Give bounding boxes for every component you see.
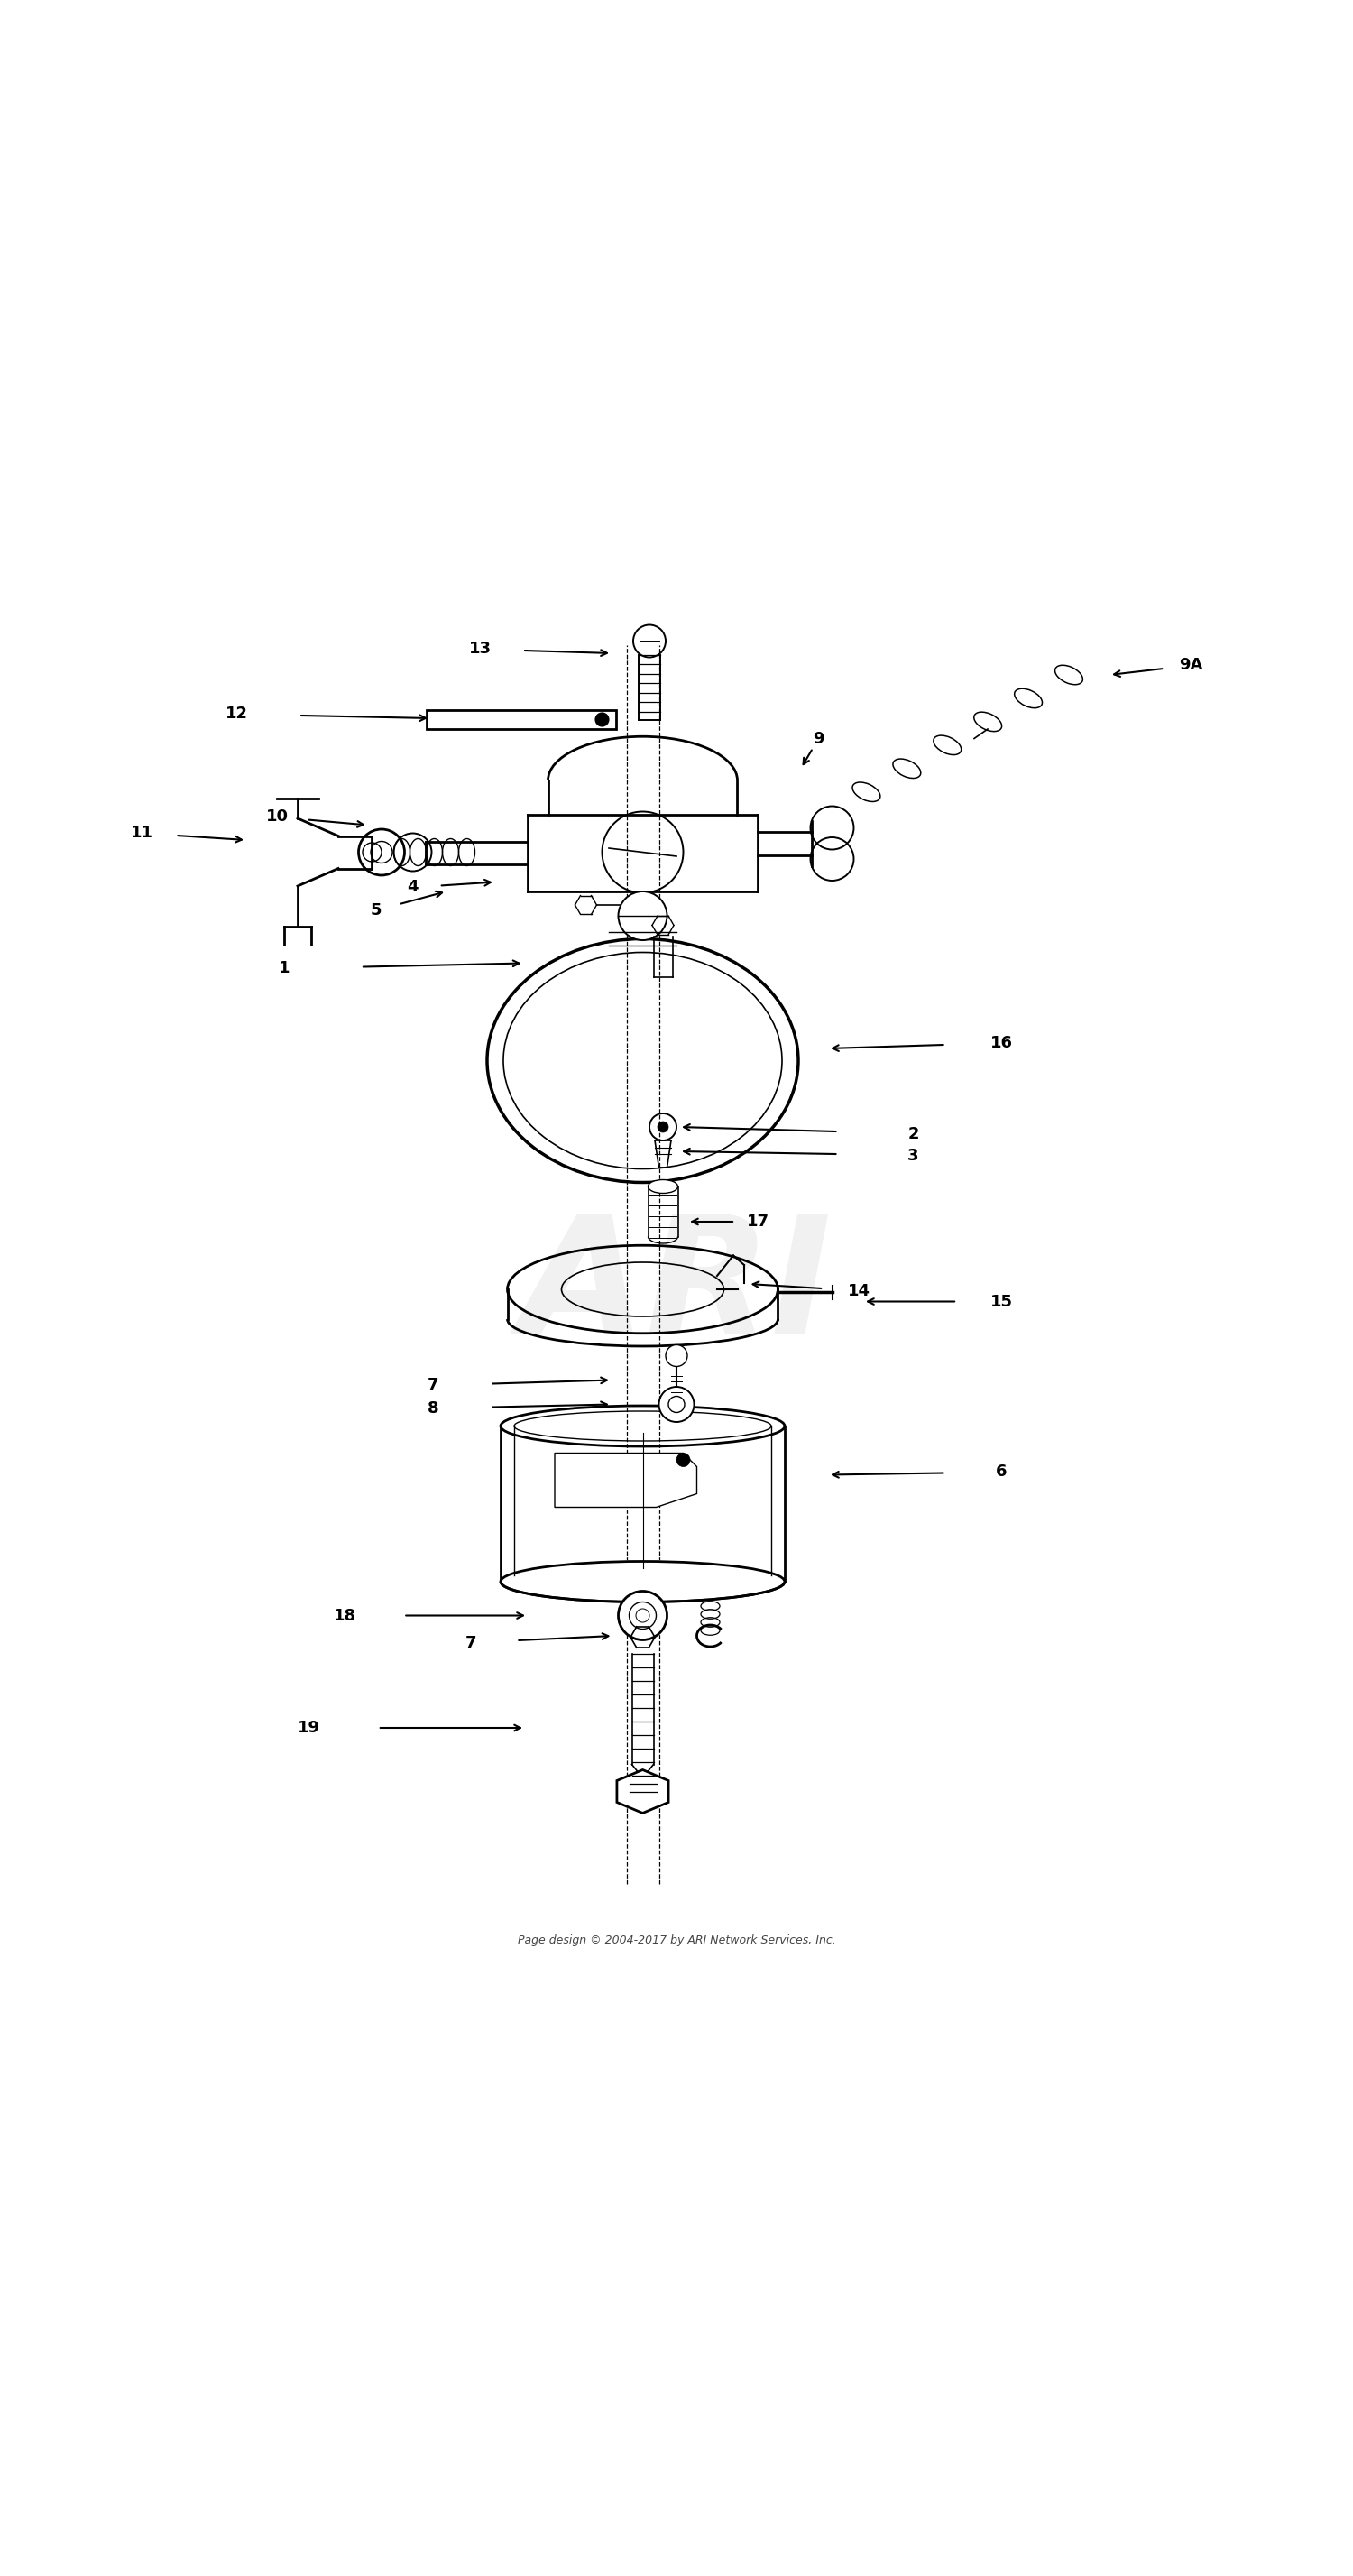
Text: 1: 1 [279,961,290,976]
Circle shape [618,891,667,940]
Circle shape [636,1610,649,1623]
Text: 19: 19 [298,1721,319,1736]
Text: 15: 15 [990,1293,1012,1309]
Text: 10: 10 [267,809,288,824]
Text: Page design © 2004-2017 by ARI Network Services, Inc.: Page design © 2004-2017 by ARI Network S… [517,1935,836,1947]
Ellipse shape [498,1561,787,1602]
Text: 7: 7 [465,1636,476,1651]
Circle shape [659,1386,694,1422]
Text: 4: 4 [407,878,418,896]
Text: 8: 8 [428,1401,438,1417]
Circle shape [618,1592,667,1641]
Text: 13: 13 [469,641,491,657]
Text: 2: 2 [908,1126,919,1141]
Circle shape [658,1121,668,1133]
Text: ARI: ARI [521,1208,832,1368]
Text: 17: 17 [747,1213,769,1229]
Text: 14: 14 [848,1283,870,1298]
Text: 9A: 9A [1178,657,1203,672]
Text: 9: 9 [813,732,824,747]
Polygon shape [617,1770,668,1814]
Text: 18: 18 [334,1607,356,1623]
Text: 16: 16 [990,1036,1012,1051]
Text: 6: 6 [996,1463,1007,1481]
Text: 12: 12 [226,706,248,721]
Text: 11: 11 [131,824,153,842]
Text: 7: 7 [428,1378,438,1394]
Circle shape [666,1345,687,1365]
Circle shape [668,1396,685,1412]
Circle shape [595,714,609,726]
Text: 5: 5 [371,902,382,920]
Text: 3: 3 [908,1146,919,1164]
Polygon shape [555,1453,697,1507]
Polygon shape [426,711,616,729]
Ellipse shape [648,1180,678,1193]
Circle shape [676,1453,690,1466]
